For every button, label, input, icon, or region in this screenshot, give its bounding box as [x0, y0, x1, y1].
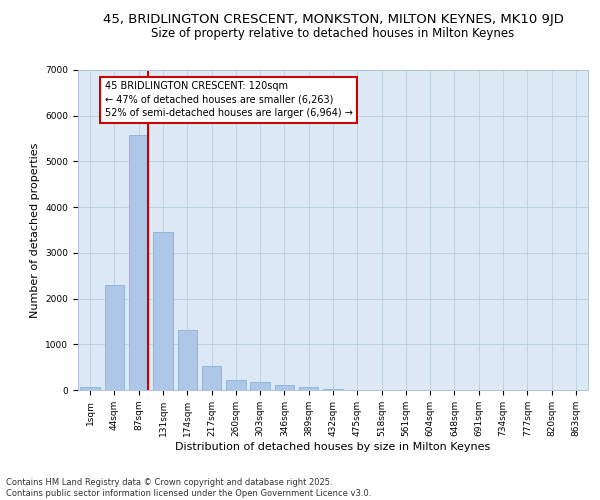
- Bar: [250, 382, 270, 390]
- Text: Contains HM Land Registry data © Crown copyright and database right 2025.
Contai: Contains HM Land Registry data © Crown c…: [6, 478, 371, 498]
- Bar: [105, 285, 124, 390]
- Bar: [226, 380, 245, 390]
- Y-axis label: Number of detached properties: Number of detached properties: [30, 142, 40, 318]
- Bar: [153, 232, 173, 390]
- Text: 45, BRIDLINGTON CRESCENT, MONKSTON, MILTON KEYNES, MK10 9JD: 45, BRIDLINGTON CRESCENT, MONKSTON, MILT…: [103, 12, 563, 26]
- Bar: [202, 366, 221, 390]
- Bar: [129, 135, 148, 390]
- Bar: [275, 386, 294, 390]
- Bar: [323, 388, 343, 390]
- Bar: [178, 330, 197, 390]
- Text: 45 BRIDLINGTON CRESCENT: 120sqm
← 47% of detached houses are smaller (6,263)
52%: 45 BRIDLINGTON CRESCENT: 120sqm ← 47% of…: [105, 82, 353, 118]
- Text: Size of property relative to detached houses in Milton Keynes: Size of property relative to detached ho…: [151, 28, 515, 40]
- Bar: [80, 386, 100, 390]
- Bar: [299, 388, 319, 390]
- X-axis label: Distribution of detached houses by size in Milton Keynes: Distribution of detached houses by size …: [175, 442, 491, 452]
